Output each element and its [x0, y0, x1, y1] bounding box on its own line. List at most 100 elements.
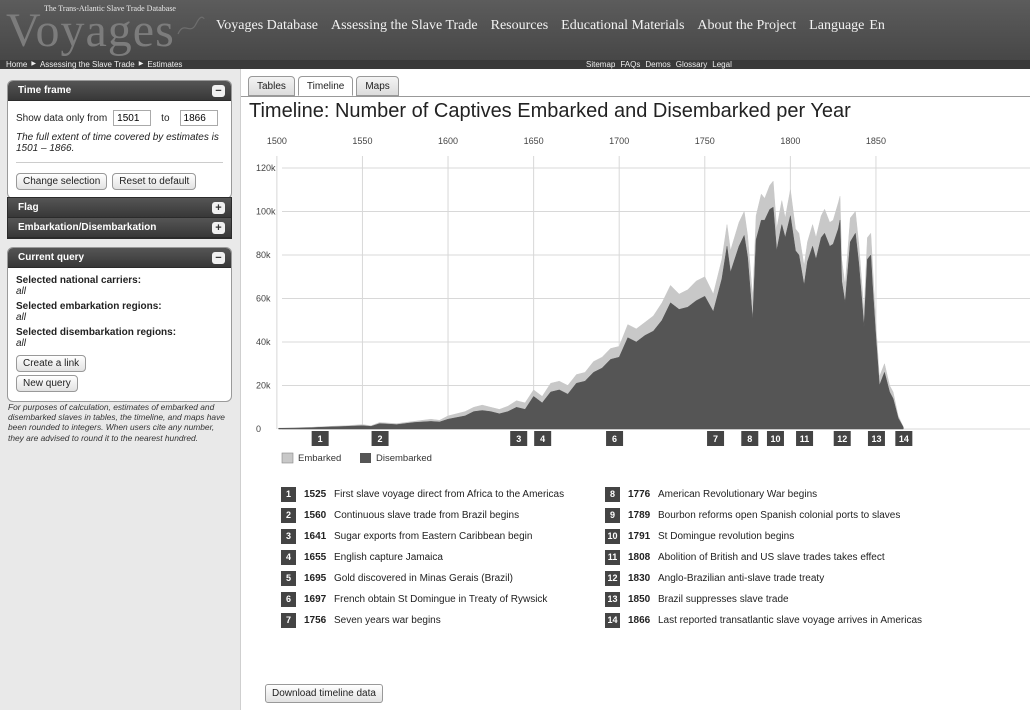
link-glossary[interactable]: Glossary — [675, 60, 708, 69]
event-item: 5 1695 Gold discovered in Minas Gerais (Br… — [281, 570, 605, 588]
event-marker — [510, 431, 528, 446]
embarkation-header[interactable]: Embarkation/Disembarkation + — [8, 218, 231, 238]
expand-icon[interactable]: + — [212, 202, 225, 214]
nav-about-project[interactable]: About the Project — [697, 18, 797, 33]
event-description: First slave voyage direct from Africa to… — [334, 489, 565, 501]
event-description: English capture Jamaica — [334, 552, 443, 564]
sub-header-bar: Home ▶ Assessing the Slave Trade ▶ Estim… — [0, 60, 1030, 69]
event-year: 1641 — [304, 531, 327, 543]
tab-maps[interactable]: Maps — [356, 76, 399, 96]
x-tick-label: 1750 — [695, 136, 715, 146]
breadcrumb-home[interactable]: Home — [6, 60, 28, 69]
event-year: 1830 — [628, 573, 651, 585]
timeframe-label: Show data only from — [16, 112, 108, 124]
view-tabs: Tables Timeline Maps — [248, 76, 399, 96]
collapse-icon[interactable]: − — [212, 252, 225, 264]
flag-header[interactable]: Flag + — [8, 198, 231, 218]
link-demos[interactable]: Demos — [645, 60, 671, 69]
x-tick-label: 1700 — [609, 136, 629, 146]
carriers-label: Selected national carriers: — [16, 275, 142, 286]
new-query-button[interactable]: New query — [16, 375, 78, 392]
site-logo[interactable]: Voyages — [6, 4, 175, 57]
event-marker-label: 6 — [612, 434, 617, 444]
x-tick-label: 1550 — [352, 136, 372, 146]
event-year: 1776 — [628, 489, 651, 501]
event-marker-label: 4 — [540, 434, 545, 444]
event-marker — [534, 431, 552, 446]
y-tick-label: 120k — [256, 163, 276, 173]
embark-regions-value: all — [16, 312, 27, 323]
event-item: 14 1866 Last reported transatlantic slave … — [605, 612, 1005, 630]
embark-regions-label: Selected embarkation regions: — [16, 301, 162, 312]
event-number: 14 — [605, 613, 620, 629]
breadcrumb-assessing[interactable]: Assessing the Slave Trade — [39, 60, 135, 69]
event-description: St Domingue revolution begins — [658, 531, 795, 543]
event-description: Gold discovered in Minas Gerais (Brazil) — [334, 573, 513, 585]
link-faqs[interactable]: FAQs — [620, 60, 641, 69]
event-marker — [606, 431, 624, 446]
event-number: 13 — [605, 592, 620, 608]
reset-default-button[interactable]: Reset to default — [112, 173, 197, 190]
year-from-input[interactable] — [113, 110, 152, 126]
disembarked-area — [278, 206, 904, 430]
event-item: 12 1830 Anglo-Brazilian anti-slave trade t… — [605, 570, 1005, 588]
nav-voyages-database[interactable]: Voyages Database — [216, 18, 318, 33]
nav-assessing-slave-trade[interactable]: Assessing the Slave Trade — [331, 18, 478, 33]
nav-language[interactable]: Language — [809, 18, 865, 33]
y-tick-label: 60k — [256, 294, 271, 304]
event-item: 2 1560 Continuous slave trade from Brazil … — [281, 507, 605, 525]
event-marker — [311, 431, 329, 446]
event-description: Sugar exports from Eastern Caribbean beg… — [334, 531, 533, 543]
y-tick-label: 0 — [256, 424, 261, 434]
event-description: Seven years war begins — [334, 615, 441, 627]
event-markers: 1 2 3 4 6 7 8 10 11 12 13 14 — [311, 431, 913, 446]
download-timeline-button[interactable]: Download timeline data — [265, 684, 383, 703]
x-tick-label: 1650 — [524, 136, 544, 146]
breadcrumb-arrow-icon: ▶ — [31, 61, 36, 67]
event-description: Abolition of British and US slave trades… — [658, 552, 885, 564]
event-number: 2 — [281, 508, 296, 524]
event-marker-label: 10 — [770, 434, 780, 444]
expand-icon[interactable]: + — [212, 222, 225, 234]
event-year: 1525 — [304, 489, 327, 501]
timeframe-header[interactable]: Time frame − — [8, 81, 231, 101]
event-number: 4 — [281, 550, 296, 566]
event-marker-label: 12 — [837, 434, 847, 444]
event-year: 1756 — [304, 615, 327, 627]
nav-resources[interactable]: Resources — [490, 18, 549, 33]
flag-title: Flag — [18, 202, 39, 213]
year-to-input[interactable] — [179, 110, 218, 126]
event-description: Anglo-Brazilian anti-slave trade treaty — [658, 573, 825, 585]
change-selection-button[interactable]: Change selection — [16, 173, 108, 190]
tab-timeline[interactable]: Timeline — [297, 76, 354, 96]
rounding-note: For purposes of calculation, estimates o… — [8, 402, 225, 443]
nav-educational-materials[interactable]: Educational Materials — [561, 18, 685, 33]
nav-language-en[interactable]: En — [869, 18, 885, 33]
event-year: 1697 — [304, 594, 327, 606]
event-description: Last reported transatlantic slave voyage… — [658, 615, 923, 627]
link-legal[interactable]: Legal — [712, 60, 732, 69]
y-tick-label: 40k — [256, 337, 271, 347]
disembark-regions-label: Selected disembarkation regions: — [16, 327, 177, 338]
current-query-header[interactable]: Current query − — [8, 248, 231, 268]
event-number: 8 — [605, 487, 620, 503]
timeframe-title: Time frame — [18, 85, 72, 96]
event-number: 11 — [605, 550, 620, 566]
create-link-button[interactable]: Create a link — [16, 355, 87, 372]
event-number: 10 — [605, 529, 620, 545]
timeframe-panel: Time frame − Show data only from to The … — [7, 80, 232, 199]
breadcrumb-estimates[interactable]: Estimates — [147, 60, 183, 69]
embarkation-title: Embarkation/Disembarkation — [18, 222, 157, 233]
event-number: 1 — [281, 487, 296, 503]
tab-tables[interactable]: Tables — [248, 76, 295, 96]
event-number: 5 — [281, 571, 296, 587]
legend-disembarked-swatch — [360, 453, 371, 463]
y-tick-label: 20k — [256, 381, 271, 391]
logo-flourish-icon — [177, 16, 205, 35]
event-marker — [741, 431, 759, 446]
site-header: Voyages The Trans-Atlantic Slave Trade D… — [0, 0, 1030, 60]
event-marker-label: 3 — [516, 434, 521, 444]
link-sitemap[interactable]: Sitemap — [586, 60, 616, 69]
event-marker-label: 2 — [378, 434, 383, 444]
collapse-icon[interactable]: − — [212, 85, 225, 97]
